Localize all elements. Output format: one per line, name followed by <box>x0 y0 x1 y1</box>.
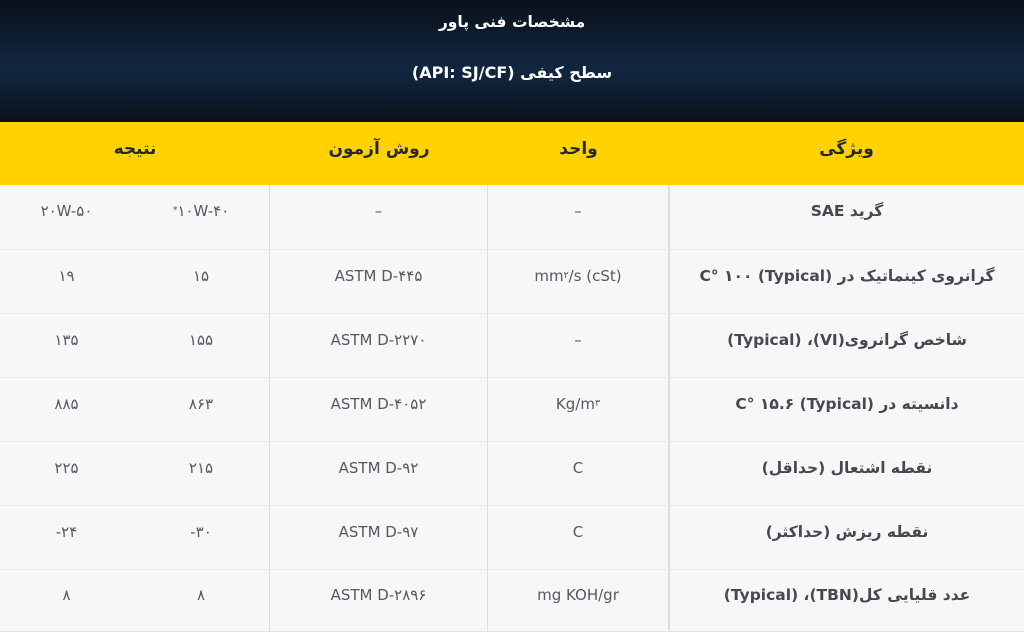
column-header-test-method: روش آزمون <box>328 138 430 159</box>
result-b-cell: ۱۳۵ <box>54 330 79 349</box>
table-row: نقطه ریزش (حداکثر) C ASTM D-۹۷ -۳۰ -۲۴ <box>0 505 1024 569</box>
feature-cell: نقطه اشتعال (حداقل) <box>669 442 1024 505</box>
feature-cell: دانسیته در C° ۱۵.۶ (Typical) <box>669 378 1024 441</box>
result-b-cell: ۲۲۵ <box>54 458 79 477</box>
unit-cell: C <box>488 506 669 569</box>
result-a-cell: ۸ <box>133 570 270 631</box>
quality-level-subtitle: سطح کیفی (API: SJ/CF) <box>411 63 613 82</box>
method-cell: ASTM D-۹۲ <box>270 442 488 505</box>
unit-cell: – <box>488 314 669 377</box>
table-row: شاخص گرانروی(VI)،‏ (Typical) – ASTM D-۲۲۷۰… <box>0 313 1024 377</box>
unit-cell: mg KOH/gr <box>488 570 669 631</box>
column-header-feature: ویژگی <box>819 138 874 159</box>
table-row: عدد قلیایی کل(TBN)،‏ (Typical) mg KOH/gr A… <box>0 569 1024 632</box>
feature-cell: گرید SAE <box>669 185 1024 249</box>
result-a-cell: -۳۰ <box>133 506 270 569</box>
result-b-cell: ۱۹ <box>58 266 75 285</box>
method-cell: ASTM D-۲۸۹۶ <box>270 570 488 631</box>
table-body: گرید SAE – – * ۱۰W-۴۰ ۲۰W-۵۰ گرانروی کینماتیک … <box>0 185 1024 632</box>
unit-cell: C <box>488 442 669 505</box>
method-cell: ASTM D-۴۰۵۲ <box>270 378 488 441</box>
feature-cell: شاخص گرانروی(VI)،‏ (Typical) <box>669 314 1024 377</box>
table-row: گرانروی کینماتیک در C° ۱۰۰ (Typical) mm ۲/… <box>0 249 1024 313</box>
table-title-header: مشخصات فنی پاور سطح کیفی (API: SJ/CF) <box>0 0 1024 122</box>
result-a-cell: ۲۱۵ <box>133 442 270 505</box>
result-b-cell: -۲۴ <box>55 522 78 541</box>
table-row: دانسیته در C° ۱۵.۶ (Typical) Kg/m ۳ ASTM D-… <box>0 377 1024 441</box>
unit-cell: mm ۲/s (cSt) <box>488 250 669 313</box>
feature-cell: گرانروی کینماتیک در C° ۱۰۰ (Typical) <box>669 250 1024 313</box>
feature-cell: نقطه ریزش (حداکثر) <box>669 506 1024 569</box>
result-b-cell: ۸۸۵ <box>54 394 79 413</box>
result-b-cell: ۲۰W-۵۰ <box>40 202 93 220</box>
table-row: نقطه اشتعال (حداقل) C ASTM D-۹۲ ۲۱۵ ۲۲۵ <box>0 441 1024 505</box>
feature-cell: عدد قلیایی کل(TBN)،‏ (Typical) <box>669 570 1024 631</box>
method-cell: ASTM D-۲۲۷۰ <box>270 314 488 377</box>
page-title: مشخصات فنی پاور <box>438 13 586 31</box>
table-header-row: ویژگی واحد روش آزمون نتیجه <box>0 122 1024 185</box>
table-row: گرید SAE – – * ۱۰W-۴۰ ۲۰W-۵۰ <box>0 185 1024 249</box>
column-header-result: نتیجه <box>113 138 157 159</box>
column-header-unit: واحد <box>559 138 598 159</box>
result-a-cell: ۱۵ <box>133 250 270 313</box>
method-cell: – <box>270 185 488 249</box>
result-b-cell: ۸ <box>62 585 71 604</box>
result-a-cell: ۱۵۵ <box>133 314 270 377</box>
method-cell: ASTM D-۴۴۵ <box>270 250 488 313</box>
result-a-cell: * ۱۰W-۴۰ <box>133 185 270 249</box>
result-a-cell: ۸۶۳ <box>133 378 270 441</box>
method-cell: ASTM D-۹۷ <box>270 506 488 569</box>
unit-cell: Kg/m ۳ <box>488 378 669 441</box>
unit-cell: – <box>488 185 669 249</box>
